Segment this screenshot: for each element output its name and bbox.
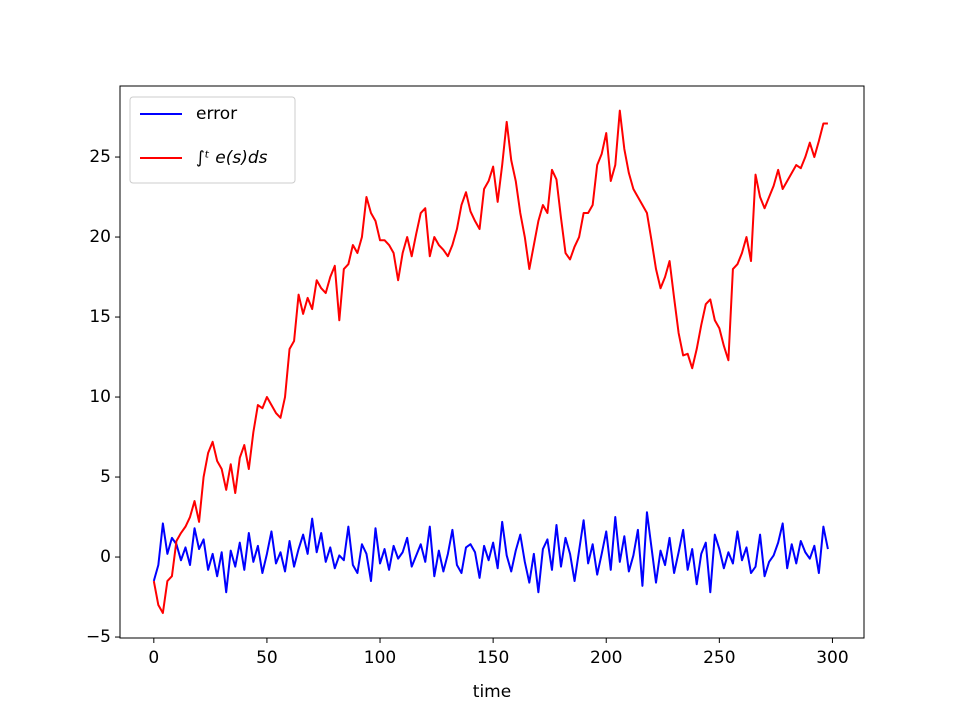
x-axis-label: time (473, 682, 511, 702)
x-tick-label: 150 (477, 648, 509, 668)
y-tick-label: 15 (89, 307, 111, 327)
x-tick-label: 50 (256, 648, 278, 668)
x-tick-label: 0 (148, 648, 159, 668)
x-tick-label: 100 (364, 648, 396, 668)
y-tick-label: 20 (89, 227, 111, 247)
legend-label: ∫ᵗ e(s)ds (196, 148, 268, 168)
x-tick-label: 300 (816, 648, 848, 668)
y-tick-label: 25 (89, 147, 111, 167)
y-tick-label: −5 (86, 627, 111, 647)
legend-label: error (196, 104, 237, 124)
series-line (152, 109, 828, 615)
y-tick-label: 5 (100, 467, 111, 487)
axes-frame (119, 85, 865, 639)
legend-box (129, 96, 296, 184)
y-tick-label: 10 (89, 387, 111, 407)
x-tick-label: 200 (590, 648, 622, 668)
series-line (152, 511, 829, 594)
x-tick-label: 250 (703, 648, 735, 668)
y-tick-label: 0 (100, 547, 111, 567)
